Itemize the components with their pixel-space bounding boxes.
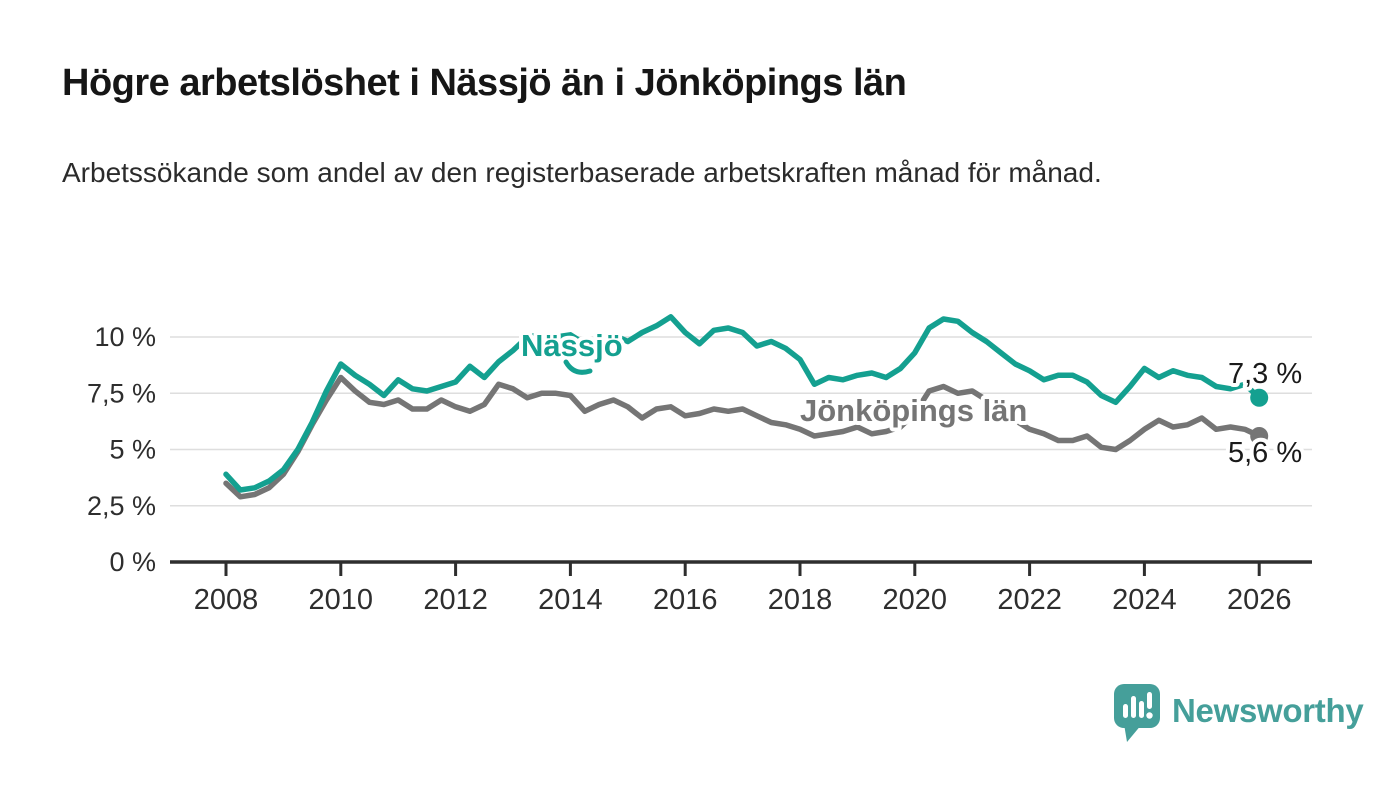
logo-bar-medium <box>1139 701 1144 718</box>
x-axis <box>170 560 1312 576</box>
x-tick-label: 2014 <box>538 584 603 616</box>
nassjo-series-label: Nässjö <box>521 328 623 363</box>
y-tick-label: 5 % <box>109 435 156 465</box>
nassjo-end-value-label: 7,3 % <box>1228 358 1302 390</box>
x-tick-label: 2026 <box>1227 584 1292 616</box>
series-lines <box>223 314 1269 500</box>
chart-subtitle: Arbetssökande som andel av den registerb… <box>62 157 1102 188</box>
x-tick-label: 2012 <box>423 584 488 616</box>
logo-bar-tall <box>1131 696 1136 718</box>
jonkoping-end-dot <box>1250 427 1269 445</box>
logo-exclamation-bar <box>1147 692 1152 709</box>
nassjo-series-line <box>223 314 1262 493</box>
newsworthy-speech-bubble-icon <box>1114 684 1160 742</box>
y-tick-label: 10 % <box>94 322 156 352</box>
x-tick-label: 2024 <box>1112 584 1177 616</box>
y-tick-label: 2,5 % <box>87 491 156 521</box>
jonkoping-series-line <box>223 374 1262 500</box>
newsworthy-logo: Newsworthy <box>1112 682 1364 744</box>
x-tick-label: 2016 <box>653 584 718 616</box>
y-axis-tick-labels: 0 % 2,5 % 5 % 7,5 % 10 % <box>87 322 156 577</box>
logo-exclamation-dot <box>1146 712 1153 719</box>
nassjo-end-dot <box>1250 388 1269 407</box>
x-tick-label: 2022 <box>997 584 1062 616</box>
newsworthy-wordmark: Newsworthy <box>1172 692 1364 729</box>
nassjo-label-pointer <box>563 359 593 375</box>
x-axis-tick-labels: 2008 2010 2012 2014 2016 2018 2020 2022 2024 2026 <box>194 584 1292 616</box>
jonkoping-end-value-label: 5,6 % <box>1228 437 1302 469</box>
jonkoping-series-label: Jönköpings län <box>800 393 1027 428</box>
x-tick-label: 2010 <box>309 584 374 616</box>
y-tick-label: 0 % <box>109 547 156 577</box>
x-tick-label: 2020 <box>883 584 948 616</box>
y-tick-label: 7,5 % <box>87 378 156 408</box>
series-annotations: Jönköpings län Nässjö 7,3 % 5,6 % <box>517 324 1306 473</box>
page-title: Högre arbetslöshet i Nässjö än i Jönköpi… <box>62 62 907 104</box>
x-tick-label: 2008 <box>194 584 259 616</box>
x-tick-label: 2018 <box>768 584 833 616</box>
logo-bar-small <box>1123 704 1128 718</box>
